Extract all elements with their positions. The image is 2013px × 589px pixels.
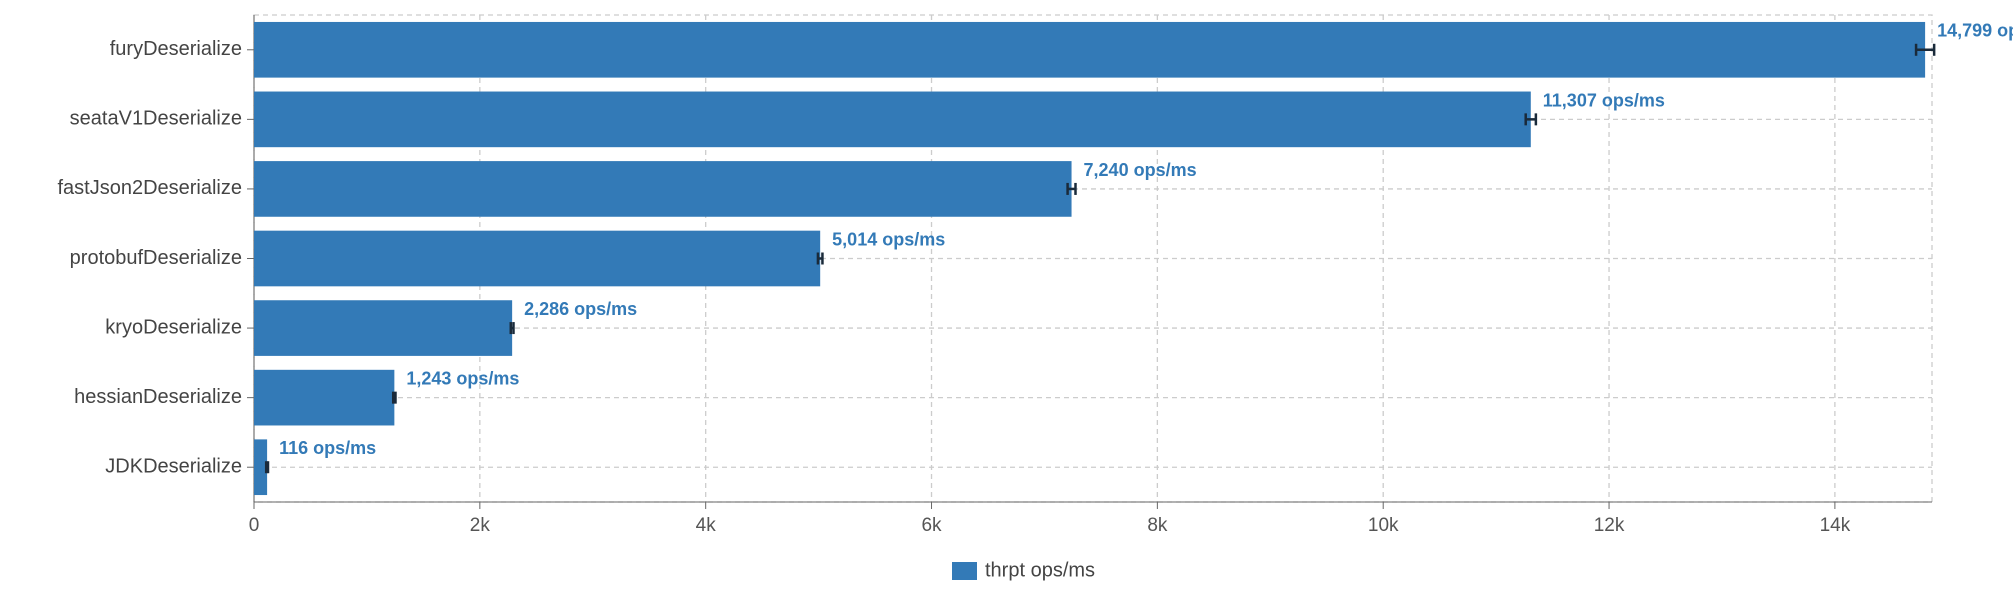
bar — [254, 161, 1072, 217]
legend-label: thrpt ops/ms — [985, 559, 1095, 581]
bar — [254, 439, 268, 496]
x-tick-label: 14k — [1820, 515, 1851, 536]
y-tick-label: JDKDeserialize — [105, 455, 242, 477]
error-bar — [816, 252, 824, 265]
y-tick-label: protobufDeserialize — [70, 247, 242, 269]
legend-swatch — [952, 562, 977, 580]
error-bar — [391, 391, 397, 404]
error-bar — [1066, 182, 1077, 195]
error-bar — [264, 461, 270, 474]
x-tick-label: 10k — [1368, 515, 1399, 536]
x-tick-label: 6k — [921, 515, 942, 536]
y-tick-label: kryoDeserialize — [105, 316, 242, 338]
x-tick-label: 0 — [249, 515, 260, 536]
bar — [254, 91, 1531, 148]
value-label: 5,014 ops/ms — [832, 229, 945, 249]
value-label: 11,307 ops/ms — [1543, 90, 1665, 110]
error-bar — [1524, 113, 1538, 126]
value-label: 2,286 ops/ms — [524, 299, 637, 319]
x-tick-label: 12k — [1594, 515, 1625, 536]
error-bar — [1914, 43, 1936, 56]
x-tick-label: 2k — [470, 515, 491, 536]
y-tick-label: fastJson2Deserialize — [57, 177, 242, 199]
value-label: 116 ops/ms — [279, 438, 376, 458]
value-label: 1,243 ops/ms — [406, 369, 519, 389]
bar — [254, 21, 1926, 78]
value-label: 7,240 ops/ms — [1084, 160, 1197, 180]
value-label: 14,799 ops/ms — [1937, 21, 2013, 41]
y-tick-label: seataV1Deserialize — [70, 108, 242, 130]
x-tick-label: 8k — [1147, 515, 1168, 536]
y-tick-label: furyDeserialize — [110, 38, 242, 60]
bar — [254, 300, 513, 356]
y-tick-label: hessianDeserialize — [74, 386, 242, 408]
bar — [254, 230, 821, 287]
error-bar — [509, 322, 515, 335]
x-tick-label: 4k — [696, 515, 717, 536]
bar — [254, 369, 395, 426]
